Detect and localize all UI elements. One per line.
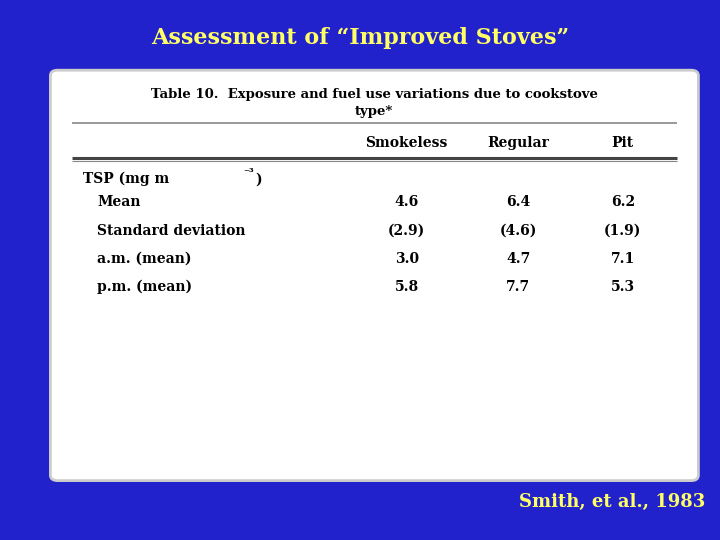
- Text: Pit: Pit: [612, 136, 634, 150]
- Text: 6.4: 6.4: [506, 195, 531, 210]
- Text: 4.7: 4.7: [506, 252, 531, 266]
- Text: 6.2: 6.2: [611, 195, 635, 210]
- Text: ⁻³: ⁻³: [243, 167, 254, 178]
- Text: p.m. (mean): p.m. (mean): [97, 280, 192, 294]
- Text: Smith, et al., 1983: Smith, et al., 1983: [519, 493, 705, 511]
- Text: 7.1: 7.1: [611, 252, 635, 266]
- Text: (2.9): (2.9): [388, 224, 426, 238]
- Text: TSP (mg m: TSP (mg m: [83, 172, 169, 186]
- Text: Assessment of “Improved Stoves”: Assessment of “Improved Stoves”: [151, 27, 569, 49]
- Text: type*: type*: [355, 105, 394, 118]
- Text: a.m. (mean): a.m. (mean): [97, 252, 192, 266]
- Text: Regular: Regular: [487, 136, 549, 150]
- Text: Mean: Mean: [97, 195, 140, 210]
- Text: 4.6: 4.6: [395, 195, 419, 210]
- Text: Table 10.  Exposure and fuel use variations due to cookstove: Table 10. Exposure and fuel use variatio…: [151, 88, 598, 101]
- Text: 5.8: 5.8: [395, 280, 419, 294]
- Text: Smokeless: Smokeless: [366, 136, 448, 150]
- Text: 3.0: 3.0: [395, 252, 419, 266]
- Text: Standard deviation: Standard deviation: [97, 224, 246, 238]
- Text: (1.9): (1.9): [604, 224, 642, 238]
- Text: ): ): [256, 172, 262, 186]
- Text: 7.7: 7.7: [506, 280, 531, 294]
- Text: 5.3: 5.3: [611, 280, 635, 294]
- Text: (4.6): (4.6): [500, 224, 537, 238]
- FancyBboxPatch shape: [50, 70, 698, 481]
